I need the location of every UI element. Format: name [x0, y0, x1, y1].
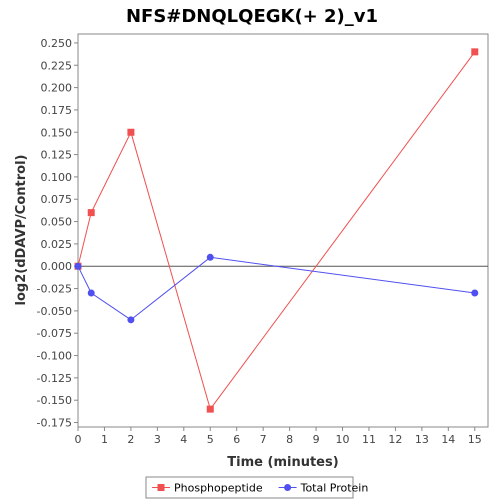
legend-label: Phosphopeptide [174, 482, 263, 495]
x-tick-label: 15 [468, 433, 482, 446]
y-tick-label: 0.225 [41, 59, 73, 72]
y-tick-label: 0.125 [41, 149, 73, 162]
x-tick-label: 7 [260, 433, 267, 446]
y-tick-label: 0.000 [41, 260, 73, 273]
data-point-phosphopeptide [127, 128, 135, 136]
x-tick-label: 3 [154, 433, 161, 446]
y-tick-label: 0.200 [41, 82, 73, 95]
x-axis: 0 1 2 3 4 5 6 7 8 9 10 11 12 13 14 15 [75, 427, 482, 446]
legend-box [145, 476, 354, 499]
y-tick-label: -0.125 [37, 372, 72, 385]
x-tick-label: 12 [388, 433, 402, 446]
y-axis: -0.175 -0.150 -0.125 -0.100 -0.075 -0.050 -0.0… [37, 37, 78, 430]
data-point-total-protein [127, 316, 135, 324]
y-tick-label: 0.150 [41, 126, 73, 139]
y-axis-label: log2(dDAVP/Control) [14, 155, 29, 306]
y-tick-label: 0.100 [41, 171, 73, 184]
legend-marker [157, 484, 165, 491]
x-tick-label: 6 [233, 433, 240, 446]
y-tick-label: -0.175 [37, 417, 72, 430]
x-tick-label: 10 [336, 433, 350, 446]
legend-marker [284, 484, 292, 491]
x-tick-label: 14 [441, 433, 455, 446]
x-tick-label: 13 [415, 433, 429, 446]
y-tick-label: -0.150 [37, 394, 72, 407]
data-point-phosphopeptide [471, 48, 479, 56]
x-tick-label: 4 [180, 433, 187, 446]
legend-label: Total Protein [300, 482, 369, 495]
x-tick-label: 5 [207, 433, 214, 446]
y-tick-label: 0.250 [41, 37, 73, 50]
y-tick-label: -0.025 [37, 283, 72, 296]
data-point-total-protein [87, 289, 95, 297]
x-tick-label: 1 [101, 433, 108, 446]
y-tick-label: -0.050 [37, 305, 72, 318]
y-tick-label: 0.050 [41, 216, 73, 229]
data-point-total-protein [471, 289, 479, 297]
y-tick-label: 0.025 [41, 238, 73, 251]
data-point-total-protein [74, 262, 82, 270]
x-tick-label: 2 [127, 433, 134, 446]
data-point-phosphopeptide [87, 209, 95, 217]
data-point-phosphopeptide [206, 405, 214, 413]
y-tick-label: 0.175 [41, 104, 73, 117]
y-tick-label: -0.075 [37, 327, 72, 340]
x-tick-label: 11 [362, 433, 376, 446]
x-tick-label: 8 [286, 433, 293, 446]
legend: Phosphopeptide Total Protein [145, 476, 369, 499]
series-layer [74, 48, 479, 413]
chart-title: NFS#DNQLQEGK(+ 2)_v1 [126, 6, 378, 27]
x-tick-label: 0 [75, 433, 82, 446]
x-tick-label: 9 [313, 433, 320, 446]
plot-area [77, 33, 489, 428]
y-tick-label: 0.075 [41, 193, 73, 206]
y-tick-label: -0.100 [37, 350, 72, 363]
data-point-total-protein [206, 253, 214, 261]
x-axis-label: Time (minutes) [227, 455, 338, 470]
